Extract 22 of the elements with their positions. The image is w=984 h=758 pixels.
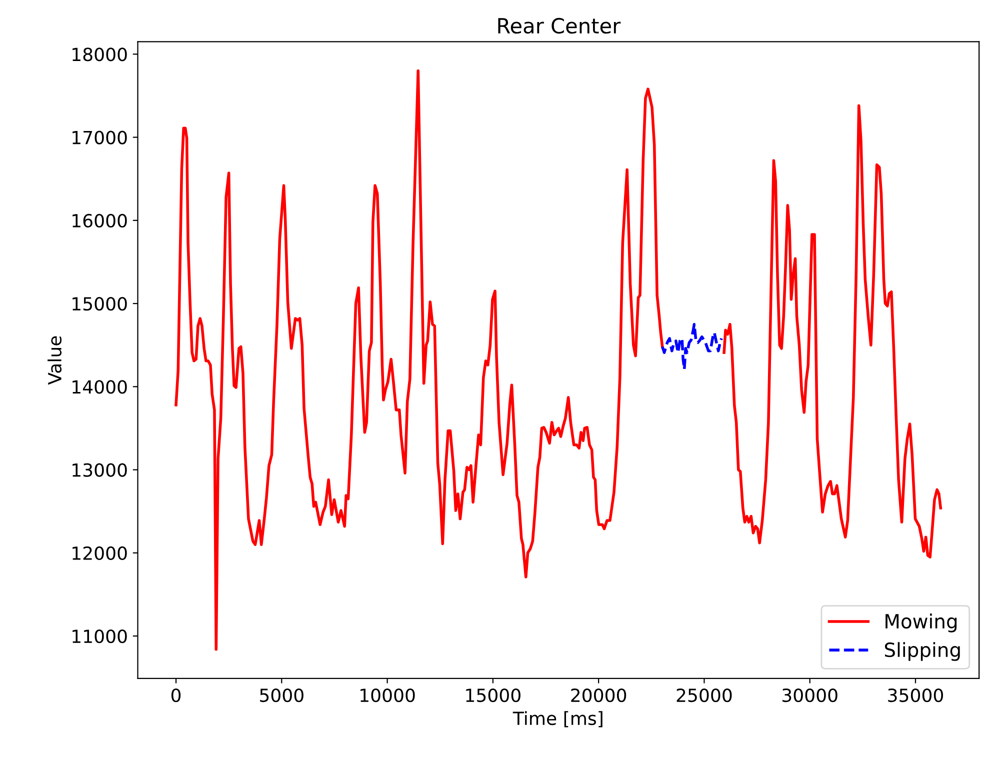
x-tick-label: 10000 <box>360 688 415 702</box>
y-axis-title: Value <box>48 336 62 385</box>
y-tick-label: 15000 <box>72 296 127 311</box>
x-tick-label: 20000 <box>571 688 626 702</box>
y-tick-label: 16000 <box>72 214 127 228</box>
x-axis-title: Time [ms] <box>512 711 602 728</box>
legend-label: Mowing <box>886 614 957 632</box>
x-tick-label: 5000 <box>260 688 304 702</box>
legend-label: Slipping <box>884 642 960 661</box>
x-tick-label: 25000 <box>676 688 732 702</box>
x-tick-label: 35000 <box>888 688 944 702</box>
y-tick-label: 17000 <box>72 130 127 144</box>
x-tick-label: 0 <box>171 688 181 702</box>
x-tick-label: 30000 <box>782 688 838 702</box>
line-series <box>660 322 723 371</box>
y-tick-label: 12000 <box>72 546 127 560</box>
y-tick-label: 11000 <box>72 629 127 644</box>
chart-title: Rear Center <box>498 18 621 34</box>
y-tick-label: 13000 <box>72 463 127 477</box>
y-tick-label: 18000 <box>72 48 127 62</box>
y-tick-label: 14000 <box>72 380 127 394</box>
x-tick-label: 15000 <box>466 688 520 702</box>
